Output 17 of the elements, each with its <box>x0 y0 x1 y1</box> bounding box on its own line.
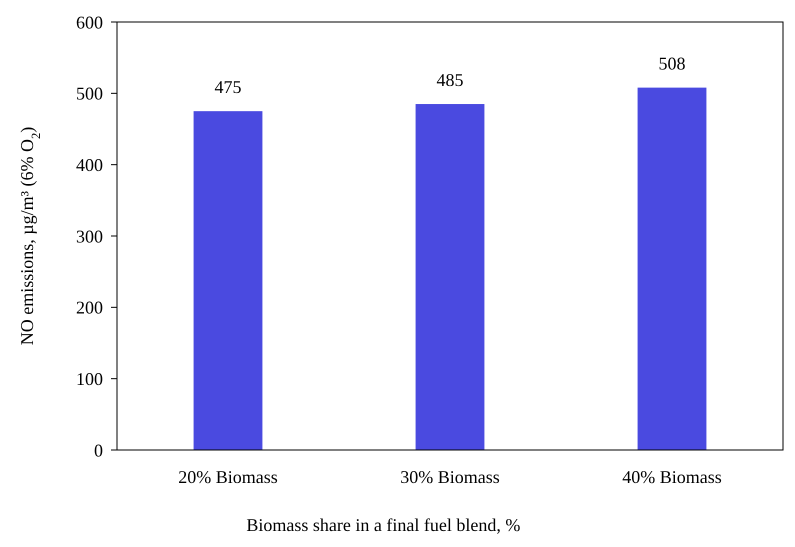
y-tick-label: 300 <box>76 226 103 246</box>
y-tick-label: 400 <box>76 154 103 175</box>
bar <box>416 104 484 450</box>
data-label: 508 <box>658 54 686 74</box>
bar <box>194 111 262 450</box>
y-tick-label: 200 <box>76 298 103 318</box>
y-tick-label: 100 <box>76 368 103 389</box>
x-tick-label: 40% Biomass <box>622 467 722 487</box>
bar <box>638 88 706 450</box>
x-tick-label: 30% Biomass <box>400 467 500 487</box>
data-label: 475 <box>214 77 242 98</box>
x-tick-label: 20% Biomass <box>178 467 278 487</box>
x-axis-title: Biomass share in a final fuel blend, % <box>246 515 520 535</box>
y-tick-label: 0 <box>94 440 103 460</box>
y-tick-label: 500 <box>76 84 103 104</box>
y-tick-label: 600 <box>76 12 103 32</box>
data-label: 485 <box>436 70 464 90</box>
